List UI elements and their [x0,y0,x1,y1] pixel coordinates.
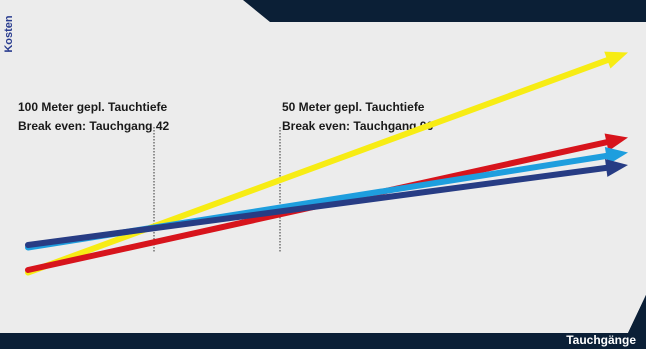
annotation-text-2-1: 50 Meter gepl. Tauchtiefe [282,100,425,114]
annotation-text-2-2: Break even: Tauchgang 96 [282,119,433,133]
series-line-4 [25,164,612,248]
series-arrowhead-4 [605,158,628,177]
series-arrow-4 [25,158,628,248]
series-arrow-1 [25,51,628,276]
annotation-text-1-2: Break even: Tauchgang 42 [18,119,169,133]
annotation-text-1-1: 100 Meter gepl. Tauchtiefe [18,100,167,114]
series-arrowhead-3 [604,147,628,165]
footer-strip [0,295,646,349]
series-arrowhead-2 [604,133,628,152]
y-axis-label: Kosten [3,15,15,53]
series-arrowhead-1 [604,51,628,69]
annotation-layer: 100 Meter gepl. Tauchtiefe Break even: Ta… [18,100,433,252]
series-line-1 [25,56,613,276]
series-layer [25,51,628,276]
x-axis-label: Tauchgänge [566,333,636,347]
